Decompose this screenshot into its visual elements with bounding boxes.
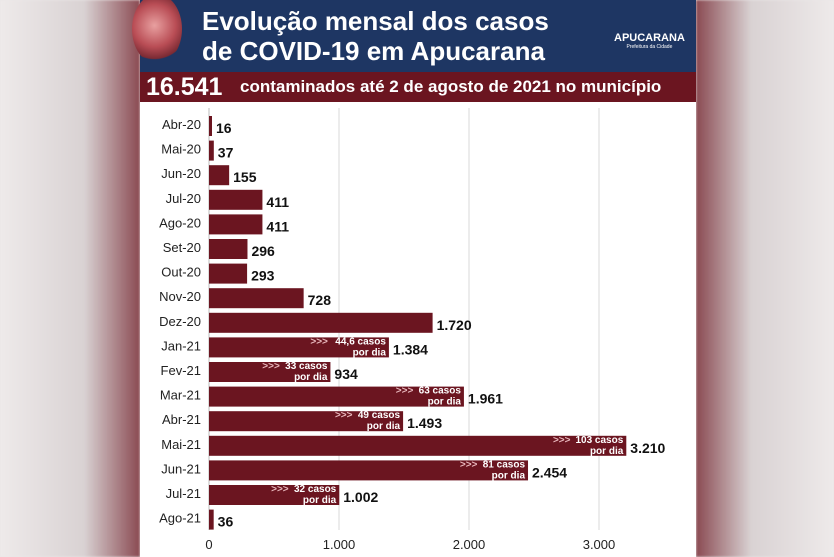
- category-label: Mai-20: [161, 142, 201, 157]
- bar: [209, 362, 331, 382]
- category-label: Jan-21: [161, 338, 201, 353]
- annotation-line1: 103 casos: [575, 435, 623, 446]
- bar: [209, 239, 248, 259]
- chevrons-icon: >>>: [335, 410, 353, 421]
- annotation-line1: 63 casos: [419, 386, 462, 397]
- bar: [209, 189, 263, 210]
- virus-illustration: [132, 0, 182, 64]
- bar: [209, 312, 433, 333]
- value-label: 296: [251, 243, 275, 259]
- annotation-line1: 81 casos: [483, 459, 526, 470]
- value-label: 728: [308, 292, 332, 308]
- bar: [209, 337, 389, 358]
- category-label: Out-20: [161, 265, 201, 280]
- bar: [209, 140, 214, 161]
- bar-chart: 0 1.000 2.000 3.000 Abr-20 16 Mai-20 37 Jun-20 15…: [159, 108, 666, 552]
- blurred-background-left: [0, 0, 140, 557]
- logo-text: APUCARANA: [614, 32, 685, 44]
- value-label: 1.493: [407, 415, 442, 431]
- bar: [209, 460, 529, 481]
- category-label: Jun-20: [161, 166, 201, 181]
- chevrons-icon: >>>: [310, 336, 328, 347]
- value-label: 1.720: [437, 317, 472, 333]
- annotation-line2: por dia: [428, 397, 462, 408]
- category-label: Dez-20: [159, 314, 201, 329]
- category-label: Ago-20: [159, 215, 201, 230]
- category-label: Ago-21: [159, 511, 201, 526]
- bar: [209, 263, 248, 284]
- total-cases: 16.541: [146, 73, 223, 101]
- value-label: 155: [233, 169, 257, 185]
- annotation-line1: 32 casos: [294, 484, 337, 495]
- bar: [209, 509, 214, 530]
- value-label: 36: [218, 514, 234, 530]
- value-label: 293: [251, 268, 275, 284]
- category-label: Jul-20: [166, 191, 201, 206]
- annotation-line2: por dia: [367, 421, 401, 432]
- category-label: Fev-21: [161, 363, 201, 378]
- category-label: Mai-21: [161, 437, 201, 452]
- annotation-line2: por dia: [303, 495, 337, 506]
- x-tick-label: 1.000: [323, 537, 356, 552]
- bar: [209, 165, 230, 186]
- value-label: 411: [266, 218, 289, 234]
- title-line-2: de COVID-19 em Apucarana: [202, 36, 545, 66]
- x-tick-label: 0: [205, 537, 212, 552]
- value-label: 16: [216, 120, 232, 136]
- value-label: 1.961: [468, 391, 503, 407]
- value-label: 1.384: [393, 341, 428, 357]
- value-label: 37: [218, 145, 234, 161]
- blurred-background-right: [696, 0, 834, 557]
- infographic: 0 1.000 2.000 3.000 Abr-20 16 Mai-20 37 Jun-20 15…: [132, 0, 696, 557]
- bar: [209, 288, 304, 309]
- chevrons-icon: >>>: [396, 386, 414, 397]
- value-label: 2.454: [532, 464, 567, 480]
- title-line-1: Evolução mensal dos casos: [202, 6, 549, 36]
- bar: [209, 485, 340, 505]
- category-label: Abr-20: [162, 117, 201, 132]
- value-label: 3.210: [630, 440, 665, 456]
- chevrons-icon: >>>: [460, 459, 478, 470]
- category-label: Set-20: [163, 240, 201, 255]
- annotation-line2: por dia: [492, 470, 526, 481]
- value-label: 934: [334, 366, 358, 382]
- category-label: Nov-20: [159, 289, 201, 304]
- category-label: Jun-21: [161, 461, 201, 476]
- chevrons-icon: >>>: [262, 361, 280, 372]
- value-label: 411: [266, 194, 289, 210]
- summary-strip: 16.541 contaminados até 2 de agosto de 2…: [140, 72, 696, 102]
- annotation-line2: por dia: [294, 372, 328, 383]
- chevrons-icon: >>>: [553, 435, 571, 446]
- chevrons-icon: >>>: [271, 484, 289, 495]
- bar: [209, 411, 404, 432]
- category-label: Mar-21: [160, 388, 201, 403]
- annotation-line1: 49 casos: [358, 410, 401, 421]
- annotation-line1: 44,6 casos: [335, 336, 386, 347]
- annotation-line2: por dia: [353, 347, 387, 358]
- bar: [209, 214, 263, 235]
- annotation-line2: por dia: [590, 446, 624, 457]
- category-label: Abr-21: [162, 412, 201, 427]
- apucarana-logo: APUCARANA Prefeitura da Cidade: [614, 32, 685, 50]
- x-tick-label: 3.000: [583, 537, 616, 552]
- bar: [209, 386, 464, 407]
- header: Evolução mensal dos casos de COVID-19 em…: [132, 0, 696, 72]
- value-label: 1.002: [343, 489, 378, 505]
- logo-subtext: Prefeitura da Cidade: [626, 44, 673, 50]
- bar: [209, 435, 627, 456]
- bar: [209, 116, 212, 136]
- summary-text: contaminados até 2 de agosto de 2021 no …: [240, 77, 662, 96]
- x-tick-label: 2.000: [453, 537, 486, 552]
- category-label: Jul-21: [166, 486, 201, 501]
- title: Evolução mensal dos casos de COVID-19 em…: [202, 6, 549, 66]
- annotation-line1: 33 casos: [285, 361, 328, 372]
